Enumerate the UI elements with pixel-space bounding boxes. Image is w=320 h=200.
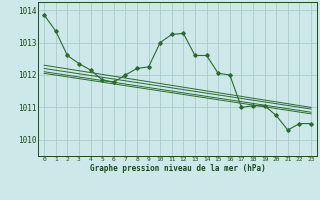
X-axis label: Graphe pression niveau de la mer (hPa): Graphe pression niveau de la mer (hPa)	[90, 164, 266, 173]
